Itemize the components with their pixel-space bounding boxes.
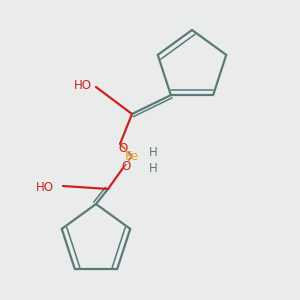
Text: H: H xyxy=(148,161,158,175)
Text: O: O xyxy=(118,142,127,155)
Text: Fe: Fe xyxy=(125,149,139,163)
Text: HO: HO xyxy=(36,181,54,194)
Text: O: O xyxy=(122,160,130,173)
Text: HO: HO xyxy=(74,79,92,92)
Text: H: H xyxy=(148,146,158,160)
